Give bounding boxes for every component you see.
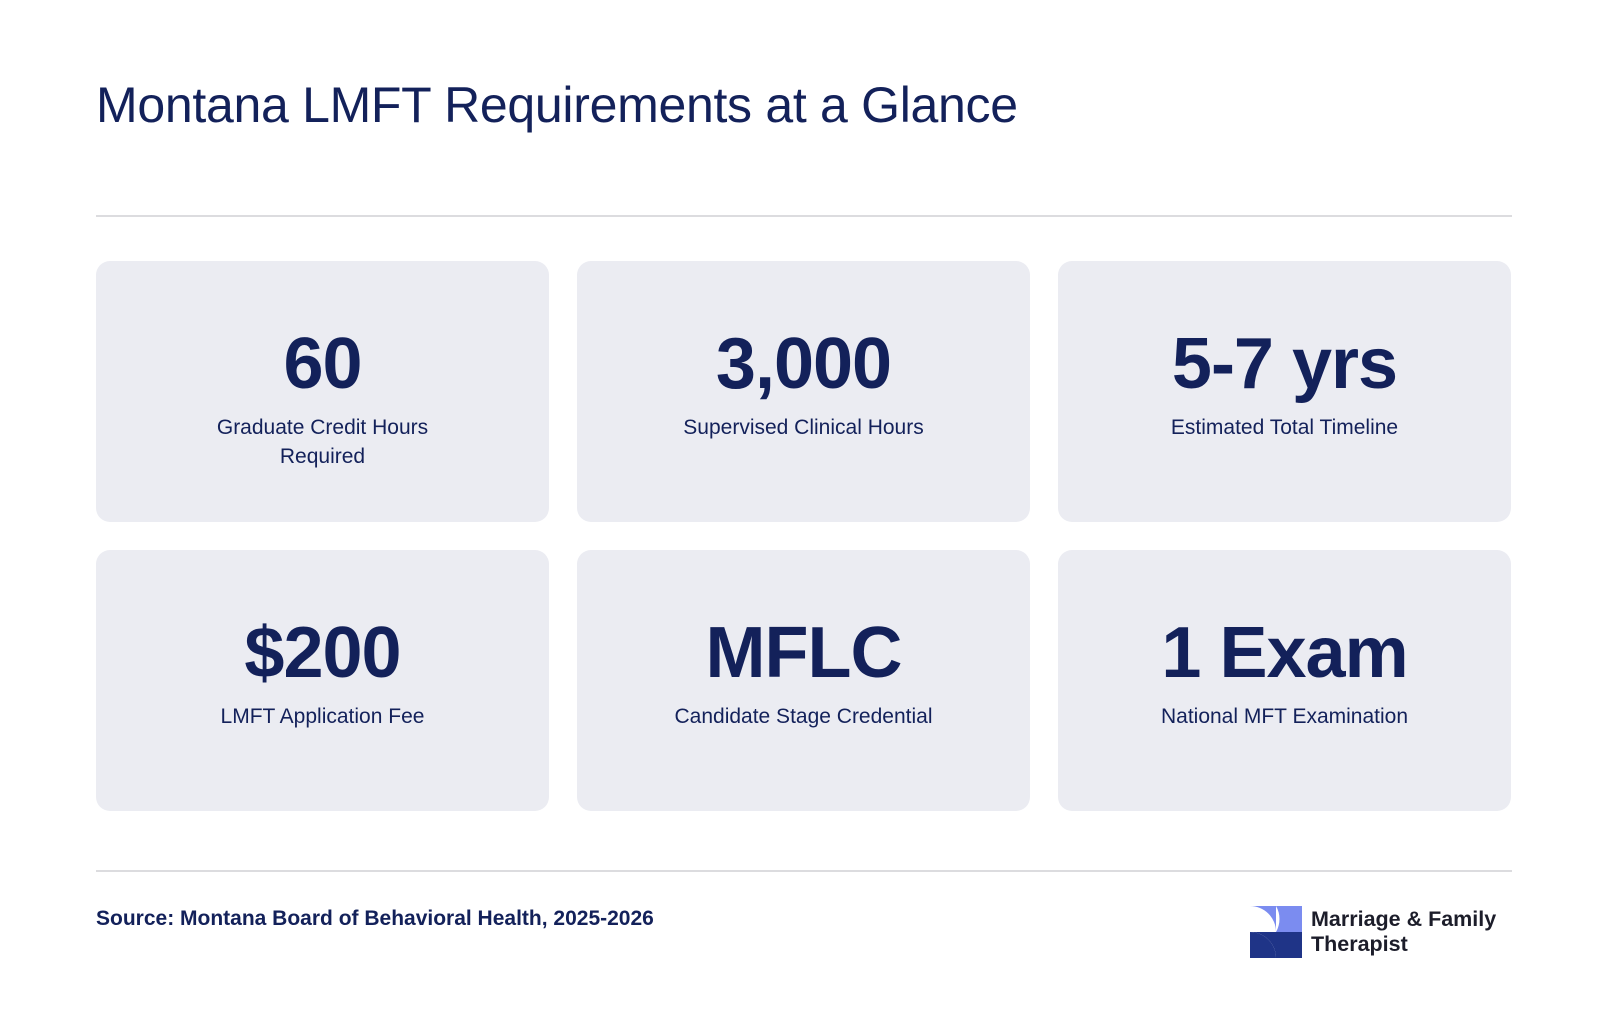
logo-line-2: Therapist (1311, 932, 1408, 956)
stat-card-timeline: 5-7 yrs Estimated Total Timeline (1058, 261, 1511, 522)
brand-logo: Marriage & Family Therapist (1250, 906, 1496, 958)
stat-value: 1 Exam (1161, 613, 1408, 693)
logo-line-1: Marriage & Family (1311, 907, 1497, 931)
stat-card-credential: MFLC Candidate Stage Credential (577, 550, 1030, 811)
stat-label: Candidate Stage Credential (674, 705, 933, 728)
stat-card-exam: 1 Exam National MFT Examination (1058, 550, 1511, 811)
stat-value: 3,000 (715, 324, 892, 404)
stat-card-application-fee: $200 LMFT Application Fee (96, 550, 549, 811)
stat-label: Graduate Credit Hours Required (216, 416, 429, 468)
top-divider (96, 215, 1512, 217)
stat-card-credit-hours: 60 Graduate Credit Hours Required (96, 261, 549, 522)
stat-value: $200 (244, 613, 401, 693)
stat-value: 5-7 yrs (1171, 324, 1398, 404)
logo-wordmark: Marriage & Family Therapist (1311, 907, 1496, 957)
stat-label: National MFT Examination (1160, 705, 1409, 728)
stat-card-clinical-hours: 3,000 Supervised Clinical Hours (577, 261, 1030, 522)
bottom-divider (96, 870, 1512, 872)
requirements-grid: 60 Graduate Credit Hours Required 3,000 … (96, 261, 1512, 811)
stat-label: LMFT Application Fee (220, 705, 425, 728)
page-title: Montana LMFT Requirements at a Glance (96, 77, 1018, 133)
stat-value: 60 (283, 324, 362, 404)
stat-label: Supervised Clinical Hours (683, 416, 924, 439)
stat-value: MFLC (705, 613, 903, 693)
source-citation: Source: Montana Board of Behavioral Heal… (96, 907, 654, 930)
stat-label: Estimated Total Timeline (1170, 416, 1399, 439)
pinwheel-logo-icon (1250, 906, 1302, 958)
